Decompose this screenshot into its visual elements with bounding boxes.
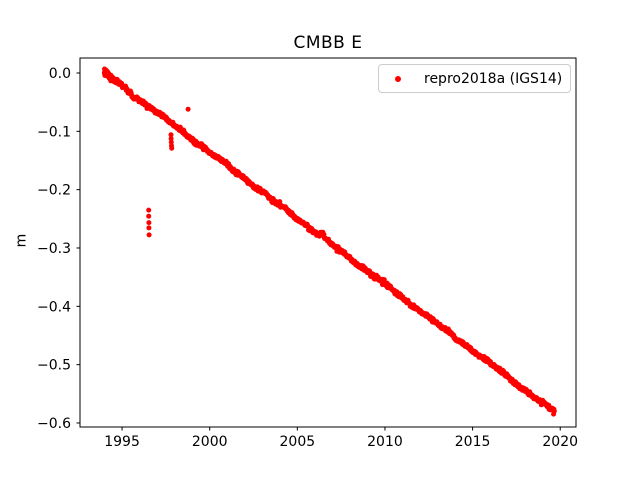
data-point [146,207,152,213]
x-tick-label: 2005 [280,434,316,450]
data-point [146,220,152,226]
y-tick-label: −0.2 [37,183,71,199]
x-tick-label: 2000 [192,434,228,450]
x-tick-label: 2020 [542,434,578,450]
chart-title: CMBB E [293,33,363,53]
x-tick-label: 2010 [367,434,403,450]
data-point [146,232,152,238]
x-tick-label: 2015 [455,434,491,450]
data-point [551,408,557,414]
data-point [168,132,174,138]
y-tick-label: −0.4 [37,299,71,315]
y-axis-label: m [13,233,30,248]
data-point [146,213,152,219]
y-tick-label: −0.5 [37,358,71,374]
legend-marker-dot [395,75,401,82]
legend: repro2018a (IGS14) [378,64,571,93]
data-point [169,145,175,151]
x-tick-label: 1995 [104,434,140,450]
y-tick-label: −0.3 [37,241,71,257]
legend-label: repro2018a (IGS14) [424,70,563,87]
data-point [108,72,114,78]
data-point [146,225,152,231]
data-point [185,106,191,112]
y-tick-label: 0.0 [49,66,71,82]
data-point [381,277,387,283]
y-tick-label: −0.6 [37,416,71,432]
axes-spines [79,57,577,428]
y-tick-label: −0.1 [37,124,71,140]
